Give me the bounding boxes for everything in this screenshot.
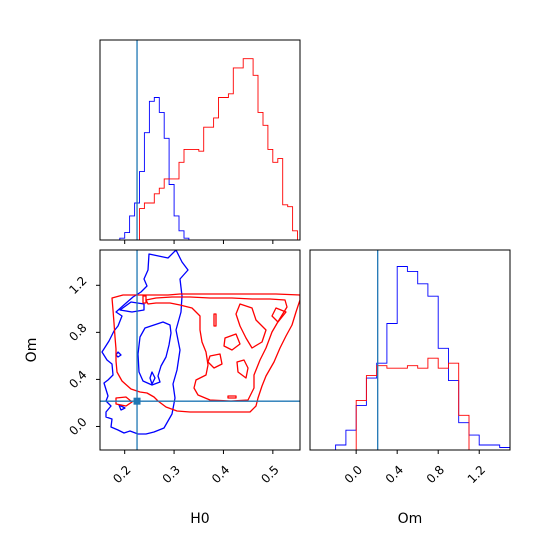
- contour-series-b-outer: [111, 293, 300, 413]
- om-hist-axis-title: Om: [398, 511, 423, 527]
- om-histogram-series-group: [325, 266, 510, 450]
- om-histogram-series-b: [325, 357, 510, 450]
- contour-series-b-core5: [271, 307, 287, 323]
- om-axis-title: Om: [24, 338, 40, 363]
- contour-series-a-lower: [118, 404, 126, 411]
- contour-series-b-tick: [213, 313, 217, 327]
- h0-histogram-xticks: [124, 240, 274, 244]
- contour-frame: [99, 249, 301, 451]
- om-histogram-panel: 0.0 0.4 0.8 1.2 Om: [309, 249, 511, 527]
- contour-series-b-core3: [235, 303, 267, 349]
- contour-series-b-bottom: [227, 395, 237, 399]
- contour-series-a-dot: [115, 351, 122, 358]
- h0-histogram-panel: [99, 39, 301, 244]
- contour-series-a: [101, 250, 189, 435]
- contour-series-b-fleck: [142, 295, 147, 304]
- om-histogram-axes-bg: [310, 250, 510, 450]
- h0-histogram-series-b: [100, 58, 298, 241]
- contour-series-a-inner: [137, 321, 172, 386]
- contour-series-a-core: [149, 371, 156, 385]
- contour-truth-point: [133, 397, 141, 405]
- h0-om-contour-panel: 0.2 0.3 0.4 0.50.00.40.81.2 H0 Om: [24, 249, 301, 527]
- contour-series-b-left: [115, 396, 133, 407]
- contour-series-a-wing: [119, 301, 145, 313]
- contour-series-a-outer: [101, 250, 189, 435]
- contour-series-b-core1: [207, 353, 223, 369]
- contour-series-b-core4: [236, 359, 249, 379]
- contour-series-b: [111, 293, 300, 413]
- om-histogram-frame: [309, 249, 511, 451]
- h0-axis-title: H0: [190, 511, 209, 527]
- om-histogram-data: [325, 250, 510, 450]
- contour-truth-markers: [100, 250, 300, 450]
- h0-histogram-axes-bg: [100, 40, 300, 240]
- contour-series-b-core2: [223, 333, 241, 351]
- h0-histogram-frame: [99, 39, 301, 241]
- contour-series-b-mid: [145, 296, 288, 402]
- contour-axes-bg: [100, 250, 300, 450]
